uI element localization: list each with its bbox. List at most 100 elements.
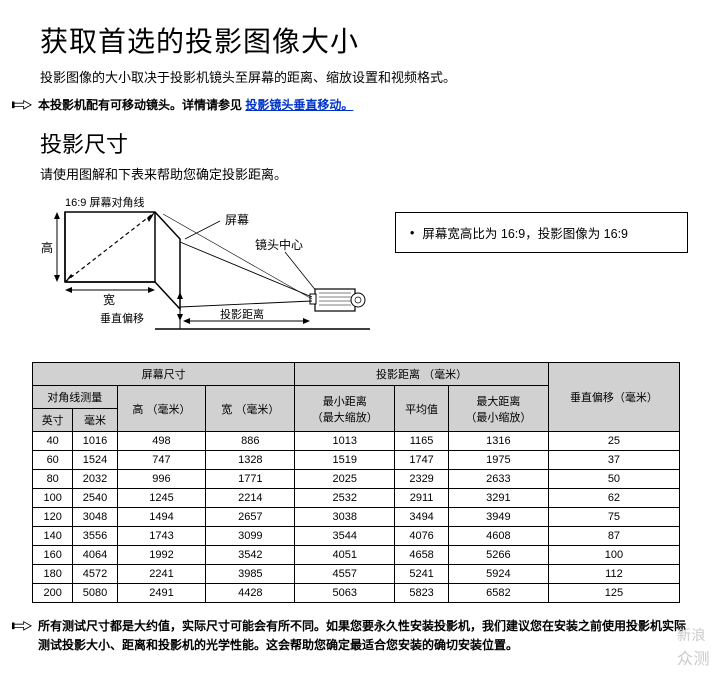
section-title: 投影尺寸: [40, 127, 688, 159]
table-cell: 40: [33, 432, 73, 451]
hand-pointer-icon: [12, 99, 32, 113]
table-body: 4010164988861013116513162560152474713281…: [33, 432, 680, 603]
projection-diagram: 16:9 屏幕对角线 高 宽: [25, 194, 375, 344]
ratio-info-box: •屏幕宽高比为 16:9，投影图像为 16:9: [395, 212, 688, 253]
table-cell: 5080: [73, 584, 117, 603]
table-cell: 180: [33, 565, 73, 584]
table-cell: 3544: [295, 527, 395, 546]
th-inch: 英寸: [33, 409, 73, 432]
table-row: 180457222413985455752415924112: [33, 565, 680, 584]
table-cell: 1165: [395, 432, 449, 451]
svg-text:屏幕: 屏幕: [225, 213, 249, 227]
table-cell: 4428: [206, 584, 295, 603]
th-avg: 平均值: [395, 386, 449, 432]
table-cell: 37: [548, 451, 679, 470]
svg-text:高: 高: [41, 240, 53, 255]
table-cell: 1519: [295, 451, 395, 470]
table-cell: 2032: [73, 470, 117, 489]
table-cell: 120: [33, 508, 73, 527]
table-row: 14035561743309935444076460887: [33, 527, 680, 546]
th-mm: 毫米: [73, 409, 117, 432]
table-cell: 1771: [206, 470, 295, 489]
ratio-text: 屏幕宽高比为 16:9，投影图像为 16:9: [422, 223, 628, 242]
table-cell: 2241: [117, 565, 206, 584]
table-cell: 160: [33, 546, 73, 565]
table-row: 160406419923542405146585266100: [33, 546, 680, 565]
table-cell: 2657: [206, 508, 295, 527]
table-cell: 1743: [117, 527, 206, 546]
table-cell: 200: [33, 584, 73, 603]
footer-text: 所有测试尺寸都是大约值，实际尺寸可能会有所不同。如果您要永久性安装投影机，我们建…: [38, 617, 688, 655]
table-cell: 25: [548, 432, 679, 451]
table-cell: 100: [548, 546, 679, 565]
table-cell: 2532: [295, 489, 395, 508]
svg-text:垂直偏移: 垂直偏移: [100, 311, 144, 325]
table-cell: 2214: [206, 489, 295, 508]
th-dist: 投影距离 （毫米）: [295, 363, 549, 386]
note-row: 本投影机配有可移动镜头。详情请参见 投影镜头垂直移动。: [12, 96, 688, 113]
note-prefix: 本投影机配有可移动镜头。详情请参见: [38, 98, 245, 112]
table-cell: 1494: [117, 508, 206, 527]
table-cell: 3542: [206, 546, 295, 565]
th-h: 高 （毫米）: [117, 386, 206, 432]
table-cell: 2329: [395, 470, 449, 489]
table-cell: 498: [117, 432, 206, 451]
table-cell: 60: [33, 451, 73, 470]
table-cell: 100: [33, 489, 73, 508]
table-cell: 75: [548, 508, 679, 527]
table-cell: 1524: [73, 451, 117, 470]
table-cell: 3099: [206, 527, 295, 546]
svg-text:16:9 屏幕对角线: 16:9 屏幕对角线: [65, 195, 144, 209]
table-cell: 5266: [448, 546, 548, 565]
th-voffset: 垂直偏移（毫米）: [548, 363, 679, 432]
projection-table: 屏幕尺寸 投影距离 （毫米） 垂直偏移（毫米） 对角线测量 高 （毫米） 宽 （…: [32, 362, 680, 603]
table-cell: 6582: [448, 584, 548, 603]
table-cell: 2911: [395, 489, 449, 508]
table-cell: 3556: [73, 527, 117, 546]
table-row: 802032996177120252329263350: [33, 470, 680, 489]
table-cell: 2491: [117, 584, 206, 603]
th-w: 宽 （毫米）: [206, 386, 295, 432]
note-link[interactable]: 投影镜头垂直移动。: [245, 98, 353, 112]
table-cell: 1316: [448, 432, 548, 451]
svg-text:宽: 宽: [103, 292, 115, 307]
table-row: 601524747132815191747197537: [33, 451, 680, 470]
th-min: 最小距离（最大缩放）: [295, 386, 395, 432]
table-cell: 5924: [448, 565, 548, 584]
table-cell: 1992: [117, 546, 206, 565]
footer-note: 所有测试尺寸都是大约值，实际尺寸可能会有所不同。如果您要永久性安装投影机，我们建…: [12, 617, 688, 655]
table-cell: 886: [206, 432, 295, 451]
th-diag: 对角线测量: [33, 386, 118, 409]
table-cell: 4572: [73, 565, 117, 584]
table-cell: 4658: [395, 546, 449, 565]
th-screen: 屏幕尺寸: [33, 363, 295, 386]
table-row: 200508024914428506358236582125: [33, 584, 680, 603]
table-cell: 80: [33, 470, 73, 489]
table-cell: 1747: [395, 451, 449, 470]
table-cell: 140: [33, 527, 73, 546]
section-desc: 请使用图解和下表来帮助您确定投影距离。: [40, 165, 688, 185]
table-cell: 4051: [295, 546, 395, 565]
table-cell: 996: [117, 470, 206, 489]
svg-text:镜头中心: 镜头中心: [255, 237, 303, 252]
table-cell: 747: [117, 451, 206, 470]
table-cell: 1245: [117, 489, 206, 508]
table-cell: 87: [548, 527, 679, 546]
th-max: 最大距离（最小缩放）: [448, 386, 548, 432]
table-cell: 62: [548, 489, 679, 508]
hand-pointer-icon: [12, 620, 32, 634]
table-cell: 1013: [295, 432, 395, 451]
table-cell: 4064: [73, 546, 117, 565]
table-cell: 5063: [295, 584, 395, 603]
table-cell: 4557: [295, 565, 395, 584]
table-cell: 3494: [395, 508, 449, 527]
table-cell: 4076: [395, 527, 449, 546]
table-cell: 3038: [295, 508, 395, 527]
table-cell: 1975: [448, 451, 548, 470]
table-cell: 3949: [448, 508, 548, 527]
table-cell: 50: [548, 470, 679, 489]
table-cell: 5241: [395, 565, 449, 584]
table-cell: 1016: [73, 432, 117, 451]
table-cell: 3291: [448, 489, 548, 508]
table-row: 40101649888610131165131625: [33, 432, 680, 451]
